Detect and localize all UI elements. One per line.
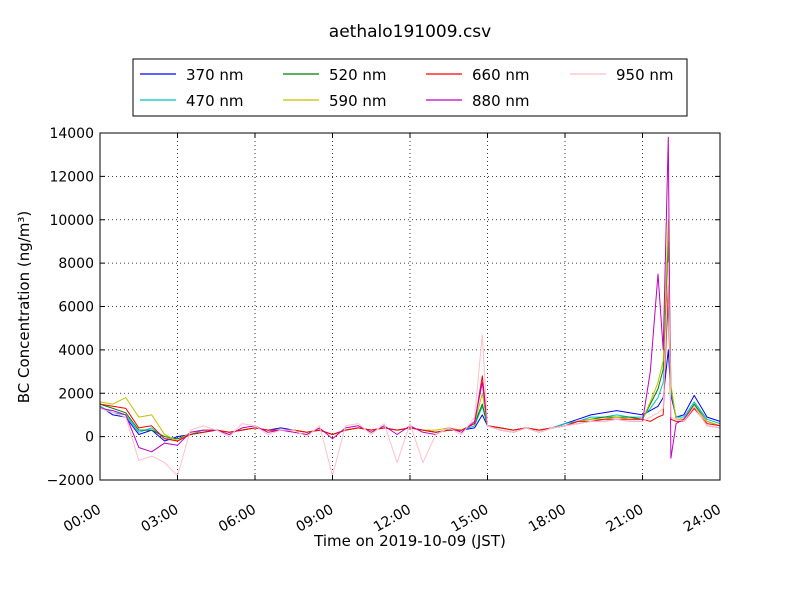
y-axis-label: BC Concentration (ng/m³) (15, 211, 33, 404)
series-line-590-nm (99, 219, 721, 442)
x-tick-label: 18:00 (526, 502, 569, 536)
x-tick-label: 15:00 (449, 502, 492, 536)
x-tick-label: 00:00 (61, 502, 104, 536)
legend: 370 nm 470 nm 520 nm 590 nm 660 nm 880 nm 950 … (132, 58, 688, 117)
series-lines (99, 136, 721, 477)
x-axis-label: Time on 2019-10-09 (JST) (313, 532, 506, 550)
legend-label: 950 nm (616, 66, 674, 84)
y-tick-label: 12000 (49, 169, 94, 185)
x-tick-label: 09:00 (294, 502, 337, 536)
x-tick-label: 03:00 (139, 502, 182, 536)
legend-box (132, 58, 688, 117)
y-tick-label: 2000 (58, 386, 94, 402)
y-tick-label: −2000 (47, 473, 94, 489)
grid (100, 133, 720, 480)
y-tick-label: 14000 (49, 126, 94, 142)
x-tick-label: 24:00 (681, 502, 724, 536)
legend-label: 590 nm (329, 92, 387, 110)
x-tick-label: 12:00 (371, 502, 414, 536)
legend-label: 880 nm (472, 92, 530, 110)
series-line-950-nm (99, 262, 721, 477)
legend-label: 660 nm (472, 66, 530, 84)
chart-title: aethalo191009.csv (329, 22, 491, 42)
x-tick-label: 21:00 (604, 502, 647, 536)
y-tick-label: 10000 (49, 213, 94, 229)
legend-label: 520 nm (329, 66, 387, 84)
y-tick-label: 8000 (58, 256, 94, 272)
series-line-370-nm (99, 349, 721, 442)
axis-ticks: 00:00 03:00 06:00 09:00 12:00 15:00 18:00 21:00… (47, 126, 724, 536)
y-tick-label: 6000 (58, 300, 94, 316)
legend-label: 370 nm (186, 66, 244, 84)
legend-label: 470 nm (186, 92, 244, 110)
y-tick-label: 4000 (58, 343, 94, 359)
y-tick-label: 0 (85, 430, 94, 446)
x-tick-label: 06:00 (216, 502, 259, 536)
